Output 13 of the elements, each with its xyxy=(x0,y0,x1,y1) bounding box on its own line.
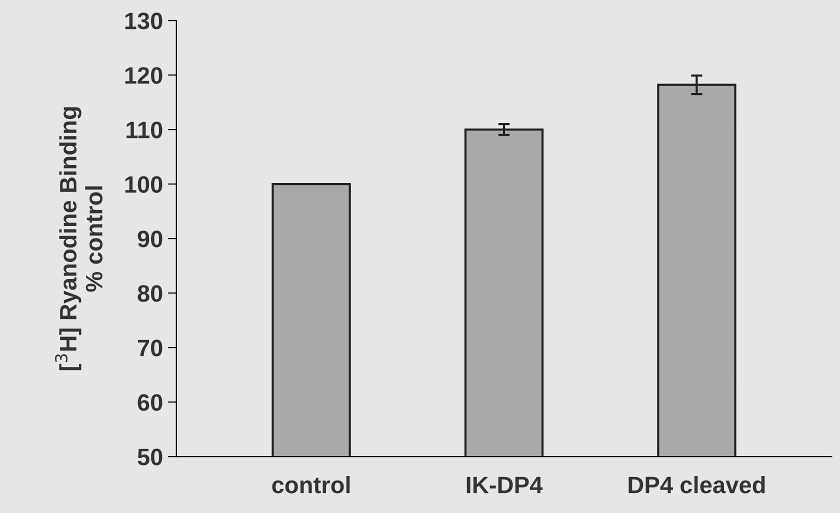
y-tick-label: 80 xyxy=(138,285,162,302)
x-tick-label: DP4 cleaved xyxy=(628,476,765,494)
x-tick-label: control xyxy=(272,476,350,494)
y-tick-label: 130 xyxy=(125,12,162,30)
y-tick-label: 120 xyxy=(125,67,162,84)
x-tick-label: IK-DP4 xyxy=(466,476,543,494)
y-tick-label: 60 xyxy=(138,394,162,411)
y-tick-label: 100 xyxy=(125,176,162,193)
y-tick-label: 50 xyxy=(138,448,162,466)
y-tick-label: 70 xyxy=(138,340,162,356)
y-tick-label: 90 xyxy=(138,230,162,248)
y-axis-title: [$^{3}$H] Ryanodine Binding % control xyxy=(55,107,102,370)
y-tick-label: 110 xyxy=(126,122,162,138)
